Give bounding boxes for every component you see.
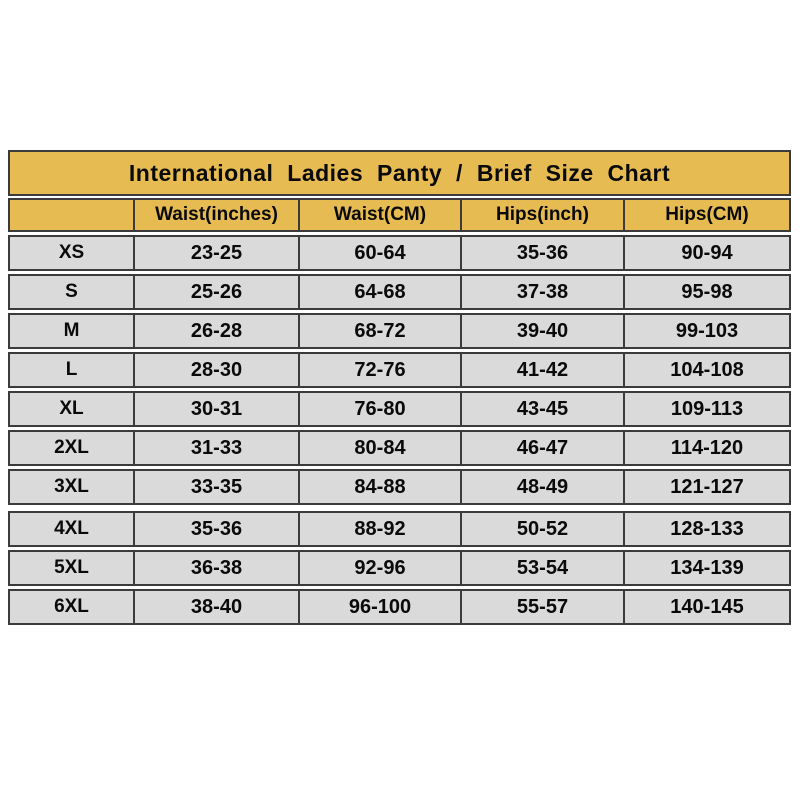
measurement-value: 95-98 [625,274,791,310]
table-body: XS 23-25 60-64 35-36 90-94 S 25-26 64-68 37-38 95… [8,235,791,625]
chart-title: International Ladies Panty / Brief Size … [8,150,791,196]
column-header: Waist(inches) [135,198,300,232]
size-chart-table: International Ladies Panty / Brief Size … [8,150,791,625]
corner-cell [8,198,135,232]
table-row: 6XL 38-40 96-100 55-57 140-145 [8,589,791,625]
column-header: Waist(CM) [300,198,462,232]
measurement-value: 53-54 [462,550,625,586]
measurement-value: 134-139 [625,550,791,586]
measurement-value: 48-49 [462,469,625,505]
table-row: S 25-26 64-68 37-38 95-98 [8,274,791,310]
measurement-value: 92-96 [300,550,462,586]
measurement-value: 39-40 [462,313,625,349]
measurement-value: 33-35 [135,469,300,505]
measurement-value: 96-100 [300,589,462,625]
measurement-value: 35-36 [462,235,625,271]
measurement-value: 80-84 [300,430,462,466]
measurement-value: 30-31 [135,391,300,427]
size-label: XS [8,235,135,271]
size-label: 6XL [8,589,135,625]
table-row: XL 30-31 76-80 43-45 109-113 [8,391,791,427]
measurement-value: 99-103 [625,313,791,349]
size-label: 5XL [8,550,135,586]
table-row: L 28-30 72-76 41-42 104-108 [8,352,791,388]
measurement-value: 140-145 [625,589,791,625]
measurement-value: 90-94 [625,235,791,271]
measurement-value: 128-133 [625,511,791,547]
measurement-value: 31-33 [135,430,300,466]
size-label: M [8,313,135,349]
measurement-value: 38-40 [135,589,300,625]
measurement-value: 114-120 [625,430,791,466]
measurement-value: 26-28 [135,313,300,349]
measurement-value: 41-42 [462,352,625,388]
measurement-value: 36-38 [135,550,300,586]
size-label: 3XL [8,469,135,505]
measurement-value: 60-64 [300,235,462,271]
measurement-value: 104-108 [625,352,791,388]
measurement-value: 46-47 [462,430,625,466]
measurement-value: 55-57 [462,589,625,625]
measurement-value: 25-26 [135,274,300,310]
measurement-value: 43-45 [462,391,625,427]
table-row: 5XL 36-38 92-96 53-54 134-139 [8,550,791,586]
table-row: 3XL 33-35 84-88 48-49 121-127 [8,469,791,505]
table-row: 2XL 31-33 80-84 46-47 114-120 [8,430,791,466]
measurement-value: 50-52 [462,511,625,547]
measurement-value: 88-92 [300,511,462,547]
measurement-value: 121-127 [625,469,791,505]
size-label: 2XL [8,430,135,466]
size-label: S [8,274,135,310]
measurement-value: 64-68 [300,274,462,310]
measurement-value: 76-80 [300,391,462,427]
table-row: M 26-28 68-72 39-40 99-103 [8,313,791,349]
size-label: 4XL [8,511,135,547]
measurement-value: 35-36 [135,511,300,547]
size-label: XL [8,391,135,427]
title-row: International Ladies Panty / Brief Size … [8,150,791,196]
size-label: L [8,352,135,388]
measurement-value: 84-88 [300,469,462,505]
table-row: 4XL 35-36 88-92 50-52 128-133 [8,511,791,547]
column-header: Hips(CM) [625,198,791,232]
column-header: Hips(inch) [462,198,625,232]
table-row: XS 23-25 60-64 35-36 90-94 [8,235,791,271]
measurement-value: 23-25 [135,235,300,271]
measurement-value: 68-72 [300,313,462,349]
measurement-value: 37-38 [462,274,625,310]
table-header-row: Waist(inches) Waist(CM) Hips(inch) Hips(CM) [8,198,791,232]
measurement-value: 72-76 [300,352,462,388]
measurement-value: 28-30 [135,352,300,388]
measurement-value: 109-113 [625,391,791,427]
